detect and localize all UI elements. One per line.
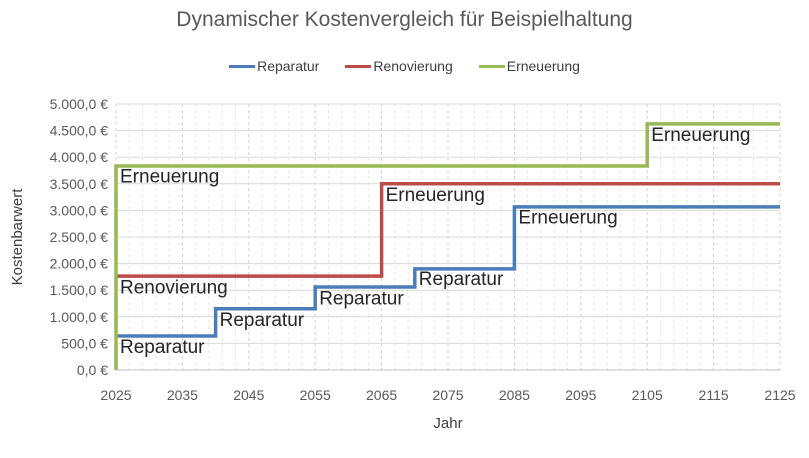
y-axis-ticks: 0,0 € 500,0 € 1.000,0 € 1.500,0 € 2.000,0 € 2… [50, 96, 109, 378]
y-tick-label: 1.500,0 € [50, 282, 109, 298]
annotation-label: Reparatur [120, 337, 205, 358]
legend-swatch-reparatur [229, 64, 256, 68]
y-tick-label: 4.000,0 € [50, 149, 109, 165]
x-tick-label: 2125 [764, 387, 795, 403]
x-tick-label: 2075 [432, 387, 463, 403]
y-tick-label: 4.500,0 € [50, 123, 109, 139]
series-line-renovierung[interactable] [116, 182, 780, 278]
x-axis-label: Jahr [433, 415, 462, 432]
x-tick-label: 2035 [167, 387, 198, 403]
legend: Reparatur Renovierung Erneuerung [0, 58, 809, 74]
y-tick-label: 3.000,0 € [50, 202, 109, 218]
annotation-label: Reparatur [419, 269, 504, 290]
annotation-label: Erneuerung [518, 208, 617, 229]
y-tick-label: 0,0 € [77, 362, 108, 378]
legend-item-erneuerung[interactable]: Erneuerung [478, 58, 580, 74]
annotation-label: Erneuerung [120, 167, 219, 188]
x-tick-label: 2025 [100, 387, 131, 403]
x-tick-label: 2095 [565, 387, 596, 403]
y-axis-label: Kostenbarwert [9, 188, 26, 286]
series-line-erneuerung[interactable] [114, 122, 780, 370]
legend-item-renovierung[interactable]: Renovierung [345, 58, 453, 74]
y-tick-label: 1.000,0 € [50, 309, 109, 325]
legend-swatch-renovierung [345, 64, 372, 68]
annotations: Reparatur Reparatur Reparatur Reparatur Erne… [120, 125, 750, 358]
x-tick-label: 2045 [233, 387, 264, 403]
x-tick-label: 2105 [632, 387, 663, 403]
legend-label: Reparatur [257, 58, 320, 74]
legend-label: Erneuerung [506, 58, 580, 74]
y-tick-label: 2.500,0 € [50, 229, 109, 245]
annotation-label: Erneuerung [651, 125, 750, 146]
x-tick-label: 2115 [699, 387, 729, 403]
y-tick-label: 2.000,0 € [50, 256, 109, 272]
y-tick-label: 500,0 € [61, 335, 108, 351]
data-series [114, 122, 780, 370]
annotation-label: Erneuerung [386, 185, 485, 206]
legend-label: Renovierung [373, 58, 453, 74]
y-tick-label: 3.500,0 € [50, 176, 109, 192]
y-tick-label: 5.000,0 € [50, 96, 109, 112]
x-tick-label: 2085 [499, 387, 530, 403]
annotation-label: Reparatur [220, 310, 305, 331]
x-axis-ticks: 2025 2035 2045 2055 2065 2075 2085 2095 2105 2115… [100, 387, 795, 403]
legend-swatch-erneuerung [478, 64, 505, 68]
annotation-label: Reparatur [319, 289, 404, 310]
series-line-reparatur[interactable] [116, 205, 780, 338]
x-tick-label: 2055 [300, 387, 331, 403]
annotation-label: Renovierung [120, 277, 228, 298]
chart-title: Dynamischer Kostenvergleich für Beispiel… [176, 8, 633, 31]
x-tick-label: 2065 [366, 387, 397, 403]
legend-item-reparatur[interactable]: Reparatur [229, 58, 319, 74]
gridlines [115, 103, 781, 371]
